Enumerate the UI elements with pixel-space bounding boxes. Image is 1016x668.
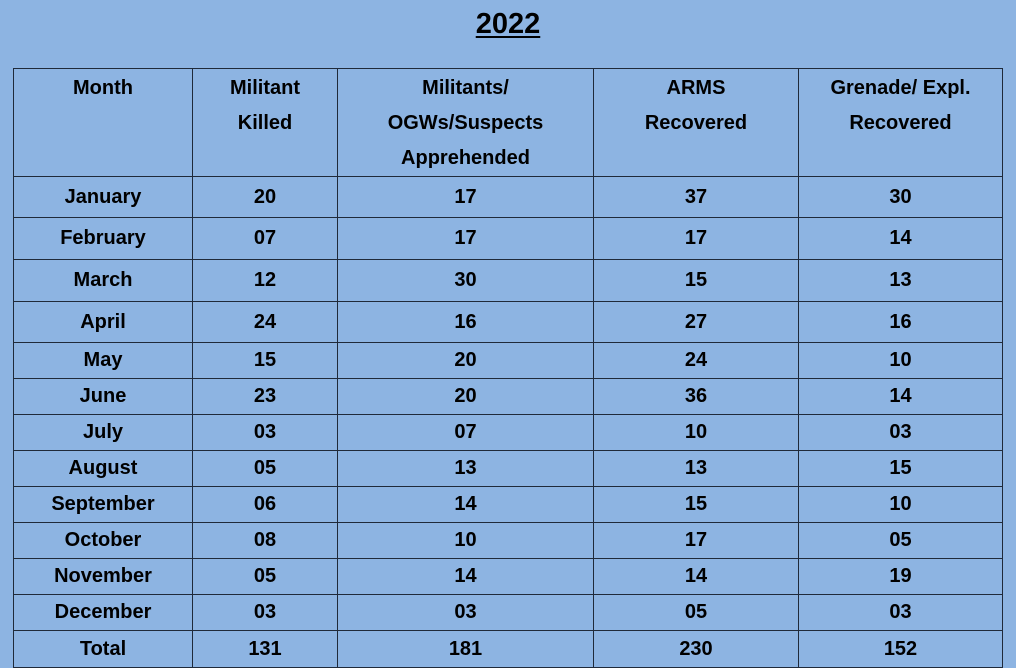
month-cell: September [13,486,193,523]
month-cell: March [13,259,193,302]
grenade-recovered-cell: 14 [798,378,1003,415]
header-month: Month [13,68,193,177]
arms-recovered-cell: 36 [593,378,799,415]
apprehended-cell: 16 [337,301,594,343]
arms-recovered-cell: 17 [593,217,799,260]
militant-killed-cell: 23 [192,378,338,415]
month-cell: February [13,217,193,260]
grenade-recovered-cell: 13 [798,259,1003,302]
militant-killed-cell: 03 [192,414,338,451]
grenade-recovered-cell: 03 [798,414,1003,451]
grenade-recovered-cell: 03 [798,594,1003,631]
month-cell: April [13,301,193,343]
apprehended-cell: 14 [337,486,594,523]
table-row: August 05 13 13 15 [13,450,1003,487]
grenade-recovered-cell: 05 [798,522,1003,559]
table-row: November 05 14 14 19 [13,558,1003,595]
militant-killed-cell: 20 [192,176,338,218]
grenade-recovered-cell: 30 [798,176,1003,218]
apprehended-cell: 30 [337,259,594,302]
grenade-recovered-cell: 10 [798,342,1003,379]
table-row: December 03 03 05 03 [13,594,1003,631]
arms-recovered-cell: 37 [593,176,799,218]
militant-killed-cell: 05 [192,450,338,487]
statistics-table: Month Militant Killed Militants/ OGWs/Su… [13,68,1003,668]
apprehended-cell: 181 [337,630,594,668]
table-row: May 15 20 24 10 [13,342,1003,379]
arms-recovered-cell: 27 [593,301,799,343]
arms-recovered-cell: 17 [593,522,799,559]
table-body: January 20 17 37 30 February 07 17 17 14 March 12 30… [13,176,1003,668]
month-cell: June [13,378,193,415]
militant-killed-cell: 12 [192,259,338,302]
militant-killed-cell: 08 [192,522,338,559]
table-row: February 07 17 17 14 [13,217,1003,260]
table-row: September 06 14 15 10 [13,486,1003,523]
grenade-recovered-cell: 10 [798,486,1003,523]
month-cell: January [13,176,193,218]
apprehended-cell: 10 [337,522,594,559]
table-row: March 12 30 15 13 [13,259,1003,302]
month-cell: July [13,414,193,451]
month-cell: December [13,594,193,631]
total-row: Total 131 181 230 152 [13,630,1003,668]
arms-recovered-cell: 10 [593,414,799,451]
table-row: July 03 07 10 03 [13,414,1003,451]
month-cell: October [13,522,193,559]
header-arms-recovered: ARMS Recovered [593,68,799,177]
page-title: 2022 [475,8,541,40]
month-cell: May [13,342,193,379]
militant-killed-cell: 03 [192,594,338,631]
apprehended-cell: 20 [337,378,594,415]
apprehended-cell: 20 [337,342,594,379]
grenade-recovered-cell: 15 [798,450,1003,487]
arms-recovered-cell: 24 [593,342,799,379]
header-apprehended: Militants/ OGWs/Suspects Apprehended [337,68,594,177]
grenade-recovered-cell: 16 [798,301,1003,343]
militant-killed-cell: 05 [192,558,338,595]
militant-killed-cell: 06 [192,486,338,523]
apprehended-cell: 14 [337,558,594,595]
arms-recovered-cell: 15 [593,259,799,302]
month-cell: August [13,450,193,487]
arms-recovered-cell: 14 [593,558,799,595]
table-row: June 23 20 36 14 [13,378,1003,415]
militant-killed-cell: 15 [192,342,338,379]
grenade-recovered-cell: 19 [798,558,1003,595]
apprehended-cell: 03 [337,594,594,631]
militant-killed-cell: 24 [192,301,338,343]
table-row: April 24 16 27 16 [13,301,1003,343]
grenade-recovered-cell: 14 [798,217,1003,260]
militant-killed-cell: 131 [192,630,338,668]
apprehended-cell: 17 [337,217,594,260]
header-grenade-recovered: Grenade/ Expl. Recovered [798,68,1003,177]
arms-recovered-cell: 13 [593,450,799,487]
table-row: October 08 10 17 05 [13,522,1003,559]
header-row: Month Militant Killed Militants/ OGWs/Su… [13,68,1003,177]
grenade-recovered-cell: 152 [798,630,1003,668]
month-cell: November [13,558,193,595]
apprehended-cell: 07 [337,414,594,451]
arms-recovered-cell: 230 [593,630,799,668]
apprehended-cell: 17 [337,176,594,218]
table-row: January 20 17 37 30 [13,176,1003,218]
arms-recovered-cell: 05 [593,594,799,631]
apprehended-cell: 13 [337,450,594,487]
header-militant-killed: Militant Killed [192,68,338,177]
militant-killed-cell: 07 [192,217,338,260]
arms-recovered-cell: 15 [593,486,799,523]
month-cell: Total [13,630,193,668]
